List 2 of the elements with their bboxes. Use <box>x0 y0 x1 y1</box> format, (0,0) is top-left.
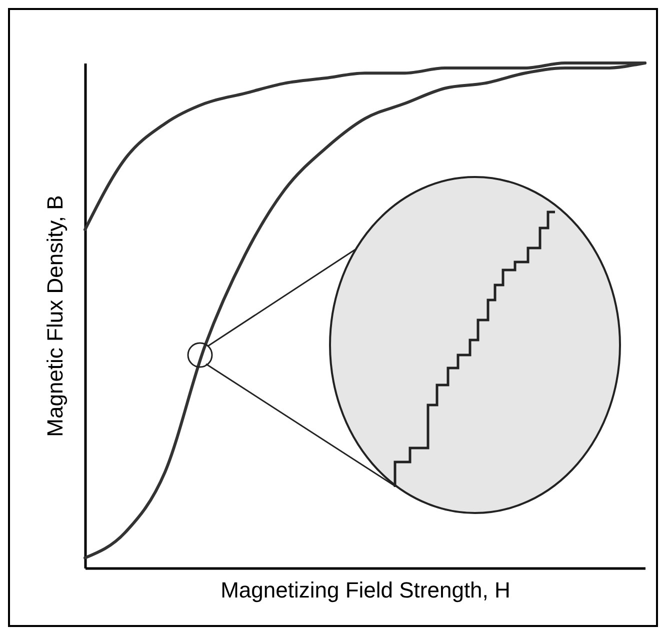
x-axis-title: Magnetizing Field Strength, H <box>220 578 510 602</box>
y-axis-title: Magnetic Flux Density, B <box>42 195 68 437</box>
